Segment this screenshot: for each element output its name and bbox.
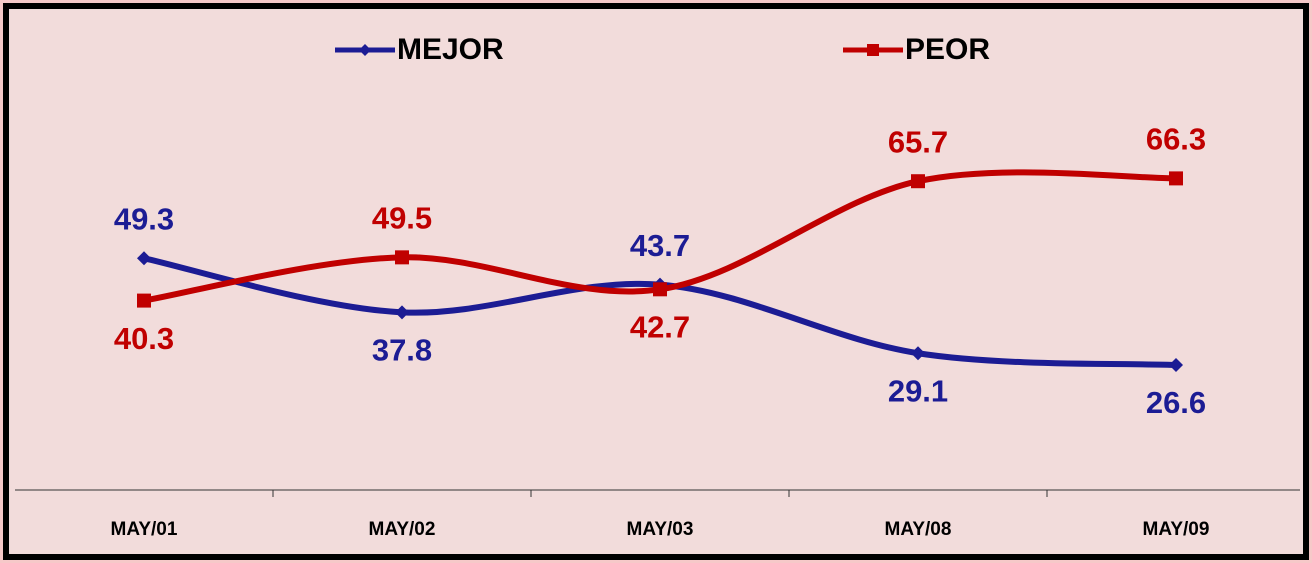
point-marker: [1169, 171, 1183, 186]
point-marker: [911, 346, 925, 361]
legend-marker: [359, 44, 371, 56]
point-marker: [137, 293, 151, 308]
data-label: 29.1: [888, 373, 948, 408]
data-label: 26.6: [1146, 385, 1206, 420]
point-marker: [395, 250, 409, 265]
data-label: 37.8: [372, 333, 432, 368]
point-marker: [911, 174, 925, 189]
data-label: 66.3: [1146, 122, 1206, 157]
data-label: 65.7: [888, 124, 948, 159]
legend-label: MEJOR: [397, 33, 504, 66]
point-marker: [137, 251, 151, 266]
x-tick-label: MAY/02: [369, 519, 436, 540]
data-label: 43.7: [630, 228, 690, 263]
x-tick-label: MAY/03: [627, 519, 694, 540]
point-marker: [653, 282, 667, 297]
x-tick-label: MAY/09: [1143, 519, 1210, 540]
legend-marker: [867, 44, 879, 56]
data-label: 42.7: [630, 309, 690, 344]
legend-label: PEOR: [905, 33, 990, 66]
data-label: 49.5: [372, 201, 432, 236]
x-tick-label: MAY/08: [885, 519, 952, 540]
data-label: 40.3: [114, 321, 174, 356]
x-tick-label: MAY/01: [111, 519, 178, 540]
point-marker: [1169, 357, 1183, 372]
point-marker: [395, 305, 409, 320]
data-label: 49.3: [114, 201, 174, 236]
